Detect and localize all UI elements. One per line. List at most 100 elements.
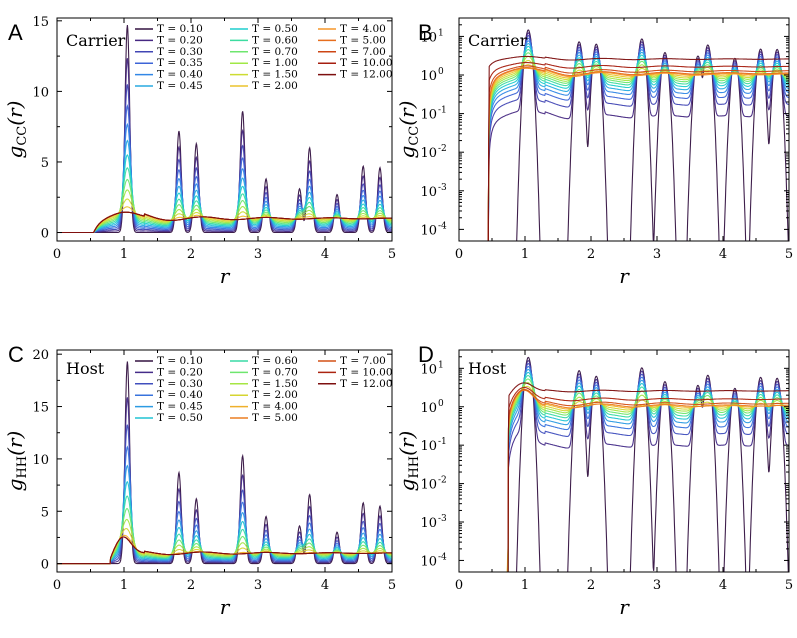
panel-label: D bbox=[418, 342, 434, 367]
y-tick-exponent: -1 bbox=[438, 106, 447, 116]
legend-entry: T = 0.70 bbox=[252, 46, 298, 58]
series-line-D-13 bbox=[507, 386, 789, 572]
legend-entry: T = 0.45 bbox=[157, 401, 203, 413]
series-line-D-0 bbox=[516, 356, 789, 572]
series-line-C-1 bbox=[57, 397, 392, 565]
y-tick-label: 10 bbox=[420, 30, 437, 45]
panel-title: Carrier bbox=[66, 31, 126, 50]
y-tick-label: 10 bbox=[420, 401, 437, 416]
series-line-D-4 bbox=[507, 368, 789, 572]
legend-entry: T = 0.10 bbox=[157, 23, 203, 35]
legend-entry: T = 0.40 bbox=[157, 389, 203, 401]
x-tick-label: 5 bbox=[388, 247, 396, 262]
x-axis-label: r bbox=[220, 264, 231, 288]
x-tick-label: 0 bbox=[53, 247, 61, 262]
y-tick-exponent: 0 bbox=[438, 399, 444, 409]
legend-entry: T = 1.00 bbox=[252, 57, 298, 69]
legend-entry: T = 7.00 bbox=[340, 355, 386, 367]
x-tick-label: 4 bbox=[719, 578, 727, 593]
legend-entry: T = 0.50 bbox=[252, 23, 298, 35]
series-line-B-16 bbox=[487, 55, 789, 241]
series-line-A-6 bbox=[57, 154, 392, 234]
series-line-B-13 bbox=[487, 67, 789, 241]
x-tick-label: 3 bbox=[254, 578, 262, 593]
y-tick-label: 0 bbox=[41, 558, 49, 573]
y-axis-label: gCC(r) bbox=[395, 101, 422, 159]
legend-entry: T = 0.35 bbox=[157, 57, 203, 69]
series-group bbox=[57, 25, 392, 234]
y-tick-label: 10 bbox=[420, 69, 437, 84]
panel-label: C bbox=[8, 342, 24, 367]
x-tick-label: 1 bbox=[521, 578, 529, 593]
series-line-A-16 bbox=[57, 211, 392, 234]
y-tick-exponent: 1 bbox=[438, 28, 444, 38]
y-tick-label: 5 bbox=[41, 505, 49, 520]
series-line-A-4 bbox=[57, 122, 392, 234]
y-tick-label: 10 bbox=[420, 146, 437, 161]
legend-entry: T = 4.00 bbox=[340, 23, 386, 35]
legend-entry: T = 0.50 bbox=[157, 412, 203, 424]
y-tick-exponent: -2 bbox=[438, 476, 447, 486]
y-tick-exponent: -1 bbox=[438, 437, 447, 447]
x-tick-label: 5 bbox=[785, 247, 793, 262]
x-tick-label: 2 bbox=[187, 247, 195, 262]
series-line-C-3 bbox=[57, 445, 392, 565]
plot-frame bbox=[458, 17, 790, 242]
legend-entry: T = 12.00 bbox=[340, 378, 393, 390]
series-line-B-15 bbox=[487, 62, 789, 241]
y-tick-label: 10 bbox=[32, 453, 49, 468]
series-line-A-1 bbox=[57, 58, 392, 234]
x-tick-label: 1 bbox=[521, 247, 529, 262]
series-line-C-2 bbox=[57, 424, 392, 565]
x-tick-label: 1 bbox=[120, 247, 128, 262]
y-tick-label: 10 bbox=[420, 108, 437, 123]
y-tick-exponent: -3 bbox=[438, 183, 447, 193]
series-line-C-14 bbox=[57, 536, 392, 565]
y-tick-label: 15 bbox=[32, 15, 49, 30]
x-tick-label: 2 bbox=[187, 578, 195, 593]
panel-label: B bbox=[418, 20, 433, 45]
series-line-A-5 bbox=[57, 139, 392, 234]
series-line-D-6 bbox=[507, 375, 789, 572]
series-line-C-6 bbox=[57, 495, 392, 565]
y-tick-label: 10 bbox=[420, 554, 437, 569]
series-line-C-0 bbox=[57, 361, 392, 565]
legend: T = 0.10T = 0.20T = 0.30T = 0.35T = 0.40… bbox=[135, 23, 393, 92]
legend-entry: T = 10.00 bbox=[340, 57, 393, 69]
x-tick-label: 3 bbox=[254, 247, 262, 262]
y-tick-label: 20 bbox=[32, 348, 49, 363]
x-tick-label: 1 bbox=[120, 578, 128, 593]
x-tick-label: 5 bbox=[388, 578, 396, 593]
series-group bbox=[487, 29, 789, 241]
series-line-D-3 bbox=[507, 365, 789, 572]
series-line-B-4 bbox=[487, 40, 789, 241]
x-tick-label: 3 bbox=[653, 578, 661, 593]
legend-entry: T = 0.70 bbox=[252, 366, 298, 378]
x-tick-label: 2 bbox=[587, 578, 595, 593]
legend-entry: T = 0.45 bbox=[157, 80, 203, 92]
y-axis-label: gHH(r) bbox=[3, 431, 30, 492]
x-tick-label: 4 bbox=[719, 247, 727, 262]
series-line-D-5 bbox=[507, 371, 789, 572]
series-line-D-12 bbox=[507, 388, 789, 572]
series-line-B-12 bbox=[487, 67, 789, 241]
x-tick-label: 0 bbox=[53, 578, 61, 593]
y-tick-label: 10 bbox=[32, 85, 49, 100]
series-line-D-11 bbox=[507, 389, 789, 572]
series-group bbox=[506, 356, 789, 572]
series-line-B-14 bbox=[487, 65, 789, 241]
y-tick-exponent: -4 bbox=[438, 221, 447, 231]
x-tick-label: 4 bbox=[321, 247, 329, 262]
series-line-A-8 bbox=[57, 178, 392, 234]
series-line-D-8 bbox=[506, 382, 789, 572]
series-line-B-5 bbox=[487, 43, 789, 241]
x-axis-label: r bbox=[619, 264, 630, 288]
series-line-B-2 bbox=[487, 35, 789, 241]
x-tick-label: 0 bbox=[455, 578, 463, 593]
series-line-C-4 bbox=[57, 464, 392, 565]
series-line-B-8 bbox=[487, 52, 789, 241]
